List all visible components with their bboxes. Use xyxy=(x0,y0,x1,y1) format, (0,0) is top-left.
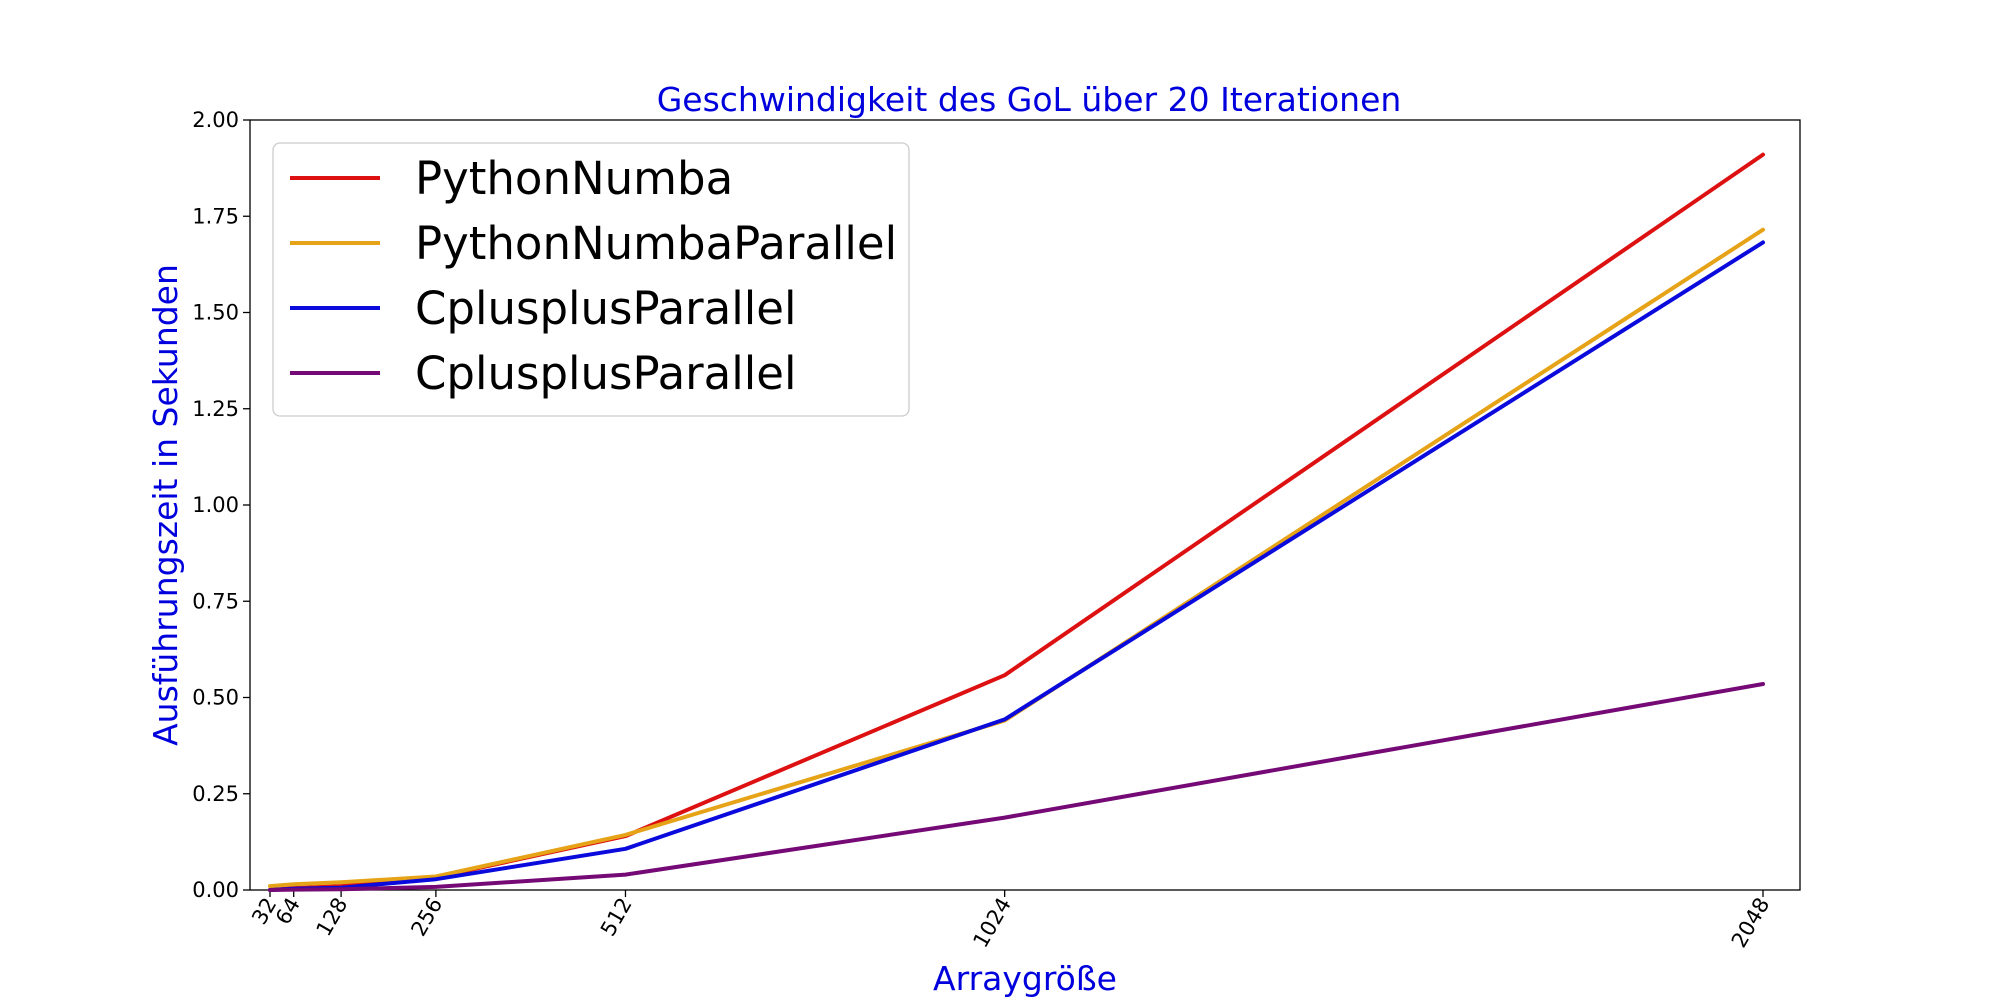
y-tick-label: 1.00 xyxy=(192,493,239,517)
y-axis: 0.00 0.25 0.50 0.75 1.00 1.25 1.50 1.75 2.00 xyxy=(192,108,250,902)
y-tick-label: 2.00 xyxy=(192,108,239,132)
y-tick-label: 0.00 xyxy=(192,878,239,902)
x-axis-title: Arraygröße xyxy=(933,959,1117,998)
legend: PythonNumba PythonNumbaParallel CplusplusP… xyxy=(272,142,910,417)
y-axis-title: Ausführungszeit in Sekunden xyxy=(146,264,185,746)
y-tick-label: 0.50 xyxy=(192,686,239,710)
series-layer xyxy=(268,152,1765,892)
y-tick-label: 0.75 xyxy=(192,589,239,613)
x-tick-label: 512 xyxy=(596,894,637,941)
x-tick-label: 256 xyxy=(406,894,447,941)
x-tick-label: 2048 xyxy=(1727,894,1775,952)
legend-label-2: PythonNumbaParallel xyxy=(415,217,897,270)
chart-title: Geschwindigkeit des GoL über 20 Iteratio… xyxy=(657,80,1402,119)
legend-label-3: CplusplusParallel xyxy=(415,282,796,335)
y-tick-label: 1.50 xyxy=(192,301,239,325)
legend-box xyxy=(272,142,910,417)
y-tick-label: 1.75 xyxy=(192,204,239,228)
series-line-4 xyxy=(268,682,1765,892)
x-tick-label: 1024 xyxy=(968,894,1016,952)
y-tick-label: 1.25 xyxy=(192,397,239,421)
legend-label-1: PythonNumba xyxy=(415,152,733,205)
y-tick-label: 0.25 xyxy=(192,782,239,806)
x-tick-label: 64 xyxy=(271,894,305,929)
legend-label-4: CplusplusParallel xyxy=(415,347,796,400)
x-tick-label: 128 xyxy=(312,894,353,941)
